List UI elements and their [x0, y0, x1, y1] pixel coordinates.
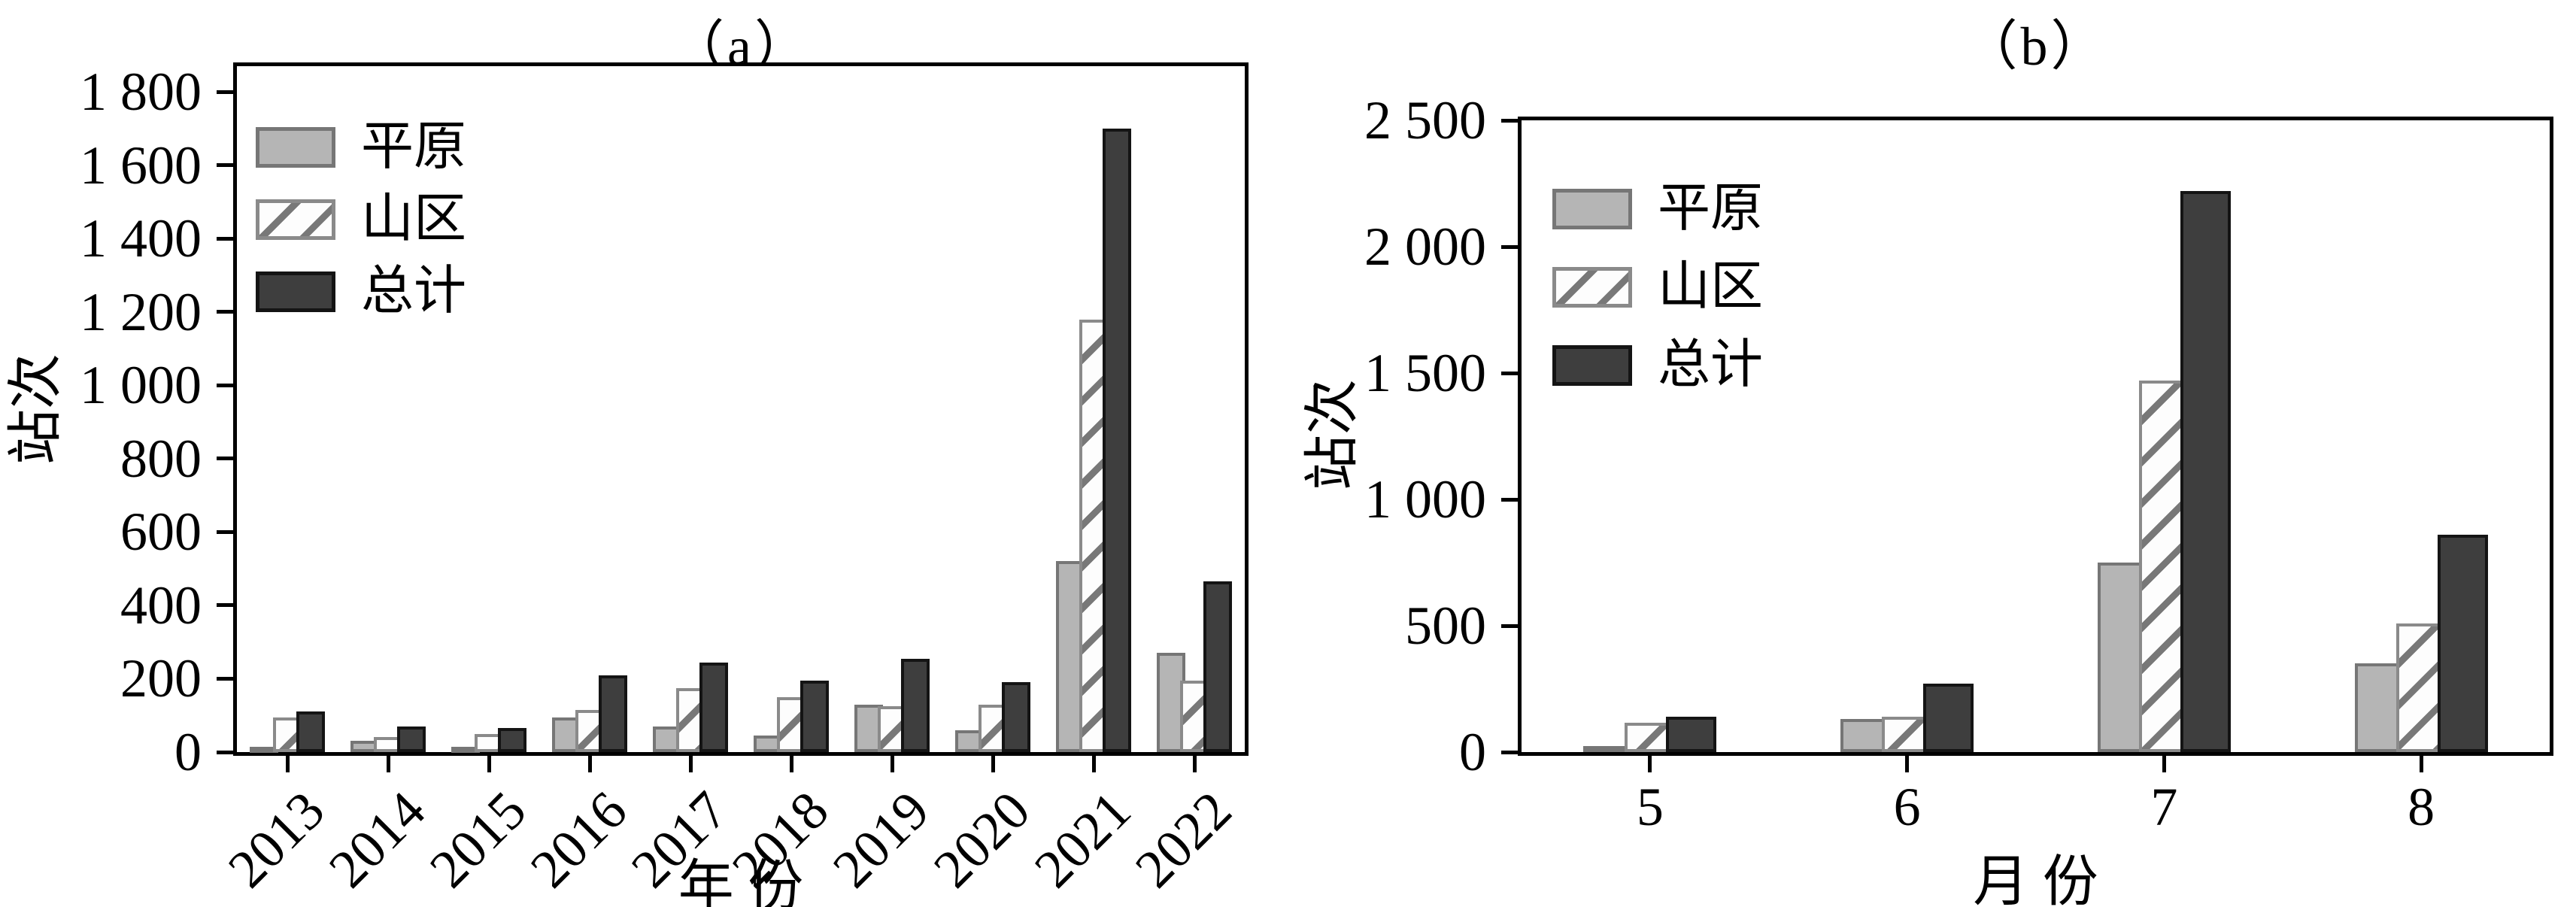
y-tick-mark — [217, 89, 233, 94]
panel-a-legend: 平原 山区 总计 — [256, 111, 466, 328]
y-tick-label: 2 500 — [1364, 90, 1486, 150]
bar-mountain-2016 — [575, 709, 604, 752]
bar-total-2017 — [699, 662, 728, 752]
bar-total-2016 — [599, 675, 627, 752]
bar-total-2015 — [498, 728, 526, 752]
bar-total-2021 — [1103, 128, 1131, 752]
x-tick-mark — [1192, 756, 1197, 772]
y-tick-mark — [217, 236, 233, 241]
y-tick-label: 800 — [120, 428, 202, 489]
legend-swatch-mountain — [256, 199, 335, 240]
x-tick-mark — [285, 756, 290, 772]
panel-b-legend: 平原 山区 总计 — [1552, 170, 1763, 405]
legend-item-mountain: 山区 — [1552, 248, 1763, 326]
legend-item-total: 总计 — [1552, 326, 1763, 405]
legend-swatch-mountain — [1552, 267, 1632, 308]
legend-item-plain: 平原 — [1552, 170, 1763, 248]
legend-label-total: 总计 — [1658, 336, 1763, 394]
legend-item-plain: 平原 — [256, 111, 466, 184]
bar-total-2019 — [901, 658, 930, 752]
legend-swatch-plain — [1552, 189, 1632, 229]
bar-total-2018 — [800, 680, 829, 752]
y-tick-label: 400 — [120, 575, 202, 636]
x-tick-mark — [587, 756, 592, 772]
x-tick-label: 5 — [1636, 777, 1664, 837]
y-tick-label: 1 400 — [80, 208, 202, 269]
y-tick-mark — [217, 750, 233, 754]
x-tick-mark — [2162, 756, 2166, 772]
y-tick-label: 1 200 — [80, 281, 202, 342]
y-tick-mark — [1501, 244, 1518, 249]
bar-total-5 — [1666, 716, 1717, 752]
bar-total-2014 — [397, 726, 426, 752]
bar-mountain-2018 — [777, 696, 806, 752]
y-tick-mark — [1501, 371, 1518, 375]
bar-total-8 — [2437, 535, 2488, 752]
bar-total-6 — [1923, 684, 1974, 752]
x-tick-mark — [2419, 756, 2423, 772]
legend-swatch-plain — [256, 127, 335, 168]
panel-a-x-axis-title: 年 份 — [678, 856, 804, 907]
legend-swatch-total — [1552, 345, 1632, 386]
y-tick-mark — [1501, 750, 1518, 754]
bar-mountain-8 — [2395, 623, 2447, 752]
y-tick-label: 500 — [1405, 596, 1486, 656]
panel-b-title: （b） — [1963, 17, 2108, 77]
y-tick-label: 200 — [120, 648, 202, 709]
y-tick-label: 0 — [174, 722, 202, 782]
y-tick-mark — [1501, 497, 1518, 502]
legend-item-total: 总计 — [256, 256, 466, 328]
legend-item-mountain: 山区 — [256, 184, 466, 256]
legend-label-plain: 平原 — [361, 118, 466, 176]
x-tick-mark — [890, 756, 894, 772]
x-tick-mark — [487, 756, 491, 772]
y-tick-label: 1 600 — [80, 135, 202, 196]
legend-label-mountain: 山区 — [1658, 258, 1763, 316]
x-tick-mark — [789, 756, 793, 772]
x-tick-label: 8 — [2408, 777, 2435, 837]
y-tick-mark — [217, 310, 233, 314]
panel-b-plot-area: 平原 山区 总计 — [1518, 117, 2553, 756]
y-tick-label: 1 000 — [1364, 469, 1486, 529]
y-tick-label: 0 — [1459, 722, 1486, 782]
y-tick-mark — [217, 163, 233, 168]
y-tick-mark — [217, 457, 233, 461]
y-tick-mark — [217, 603, 233, 608]
y-tick-mark — [1501, 118, 1518, 123]
y-tick-mark — [217, 529, 233, 534]
y-tick-mark — [1501, 623, 1518, 628]
panel-a-plot-area: 平原 山区 总计 — [233, 62, 1249, 756]
y-tick-label: 600 — [120, 502, 202, 563]
y-tick-label: 2 000 — [1364, 217, 1486, 277]
legend-label-total: 总计 — [361, 262, 466, 320]
y-tick-label: 1 000 — [80, 355, 202, 416]
y-tick-mark — [217, 676, 233, 681]
x-tick-mark — [1648, 756, 1652, 772]
x-tick-mark — [991, 756, 995, 772]
x-tick-label: 7 — [2150, 777, 2178, 837]
x-tick-mark — [1091, 756, 1096, 772]
bar-total-2022 — [1203, 581, 1232, 752]
y-tick-mark — [217, 383, 233, 387]
x-tick-mark — [386, 756, 390, 772]
bar-mountain-7 — [2138, 381, 2189, 752]
legend-label-plain: 平原 — [1658, 180, 1763, 238]
x-tick-mark — [1905, 756, 1910, 772]
y-tick-label: 1 500 — [1364, 343, 1486, 403]
y-tick-label: 1 800 — [80, 62, 202, 123]
bar-total-2013 — [296, 711, 325, 752]
x-tick-mark — [688, 756, 693, 772]
panel-b-x-axis-title: 月 份 — [1973, 851, 2098, 907]
bar-total-2020 — [1002, 682, 1030, 752]
legend-swatch-total — [256, 271, 335, 312]
bar-total-7 — [2180, 191, 2231, 752]
x-tick-label: 6 — [1893, 777, 1921, 837]
legend-label-mountain: 山区 — [361, 190, 466, 248]
